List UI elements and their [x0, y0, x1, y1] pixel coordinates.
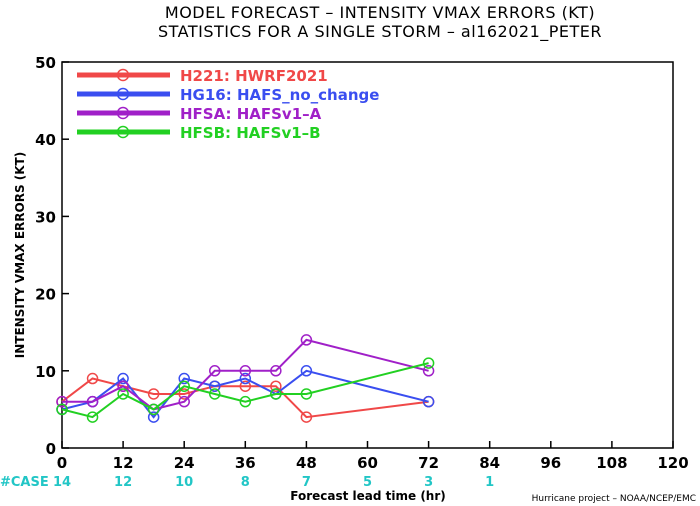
series-line [61, 369, 429, 419]
x-axis: 0 12 24 36 48 60 72 84 96 108 120 [57, 441, 689, 472]
case-count: 10 [175, 475, 193, 490]
data-point [117, 388, 129, 400]
x-tick-label: 120 [657, 454, 688, 472]
x-tick-label: 0 [57, 454, 67, 472]
data-point [147, 403, 160, 416]
data-point [178, 395, 190, 408]
data-point [239, 380, 252, 392]
y-axis: 0 10 20 30 40 50 [35, 54, 69, 458]
y-tick-label: 40 [35, 131, 56, 149]
x-tick-label: 84 [479, 454, 500, 472]
x-tick-label: 12 [113, 454, 134, 472]
x-tick-label: 36 [235, 454, 256, 472]
y-tick-label: 10 [35, 363, 56, 381]
series-layer [56, 334, 435, 423]
legend-marker [116, 68, 130, 82]
data-point [178, 380, 190, 392]
x-tick-label: 72 [418, 454, 439, 472]
x-tick-label: 108 [596, 454, 627, 472]
data-point [147, 411, 160, 423]
y-tick-label: 50 [35, 54, 56, 72]
data-point [178, 388, 190, 400]
data-point [56, 395, 68, 408]
legend-marker [116, 87, 130, 101]
data-point [422, 357, 435, 369]
data-point [270, 365, 282, 377]
data-point [117, 372, 129, 385]
data-point [300, 365, 313, 377]
case-count: 8 [241, 475, 250, 490]
case-count: 7 [302, 475, 311, 490]
chart-title: MODEL FORECAST – INTENSITY VMAX ERRORS (… [165, 3, 595, 22]
data-point [270, 388, 282, 400]
series-line [61, 362, 429, 419]
data-point [300, 388, 313, 400]
data-point [86, 395, 99, 408]
case-count-row: #CASE 14 12 10 8 7 5 3 1 [0, 475, 494, 490]
data-point [239, 365, 252, 377]
data-point [422, 365, 435, 377]
data-point [86, 372, 99, 385]
series-line [62, 338, 429, 411]
data-point [209, 388, 221, 400]
x-tick-label: 96 [540, 454, 561, 472]
data-point [178, 372, 190, 385]
y-axis-label: INTENSITY VMAX ERRORS (KT) [13, 152, 27, 358]
data-point [209, 380, 221, 392]
data-point [147, 388, 160, 400]
y-tick-label: 0 [46, 440, 56, 458]
x-tick-label: 60 [357, 454, 378, 472]
case-count: 14 [53, 475, 71, 490]
legend-label: HG16: HAFS_no_change [180, 86, 379, 104]
case-count: 3 [424, 475, 433, 490]
data-point [422, 395, 435, 408]
data-point [239, 395, 252, 408]
data-point [239, 372, 252, 385]
legend-marker [116, 106, 130, 120]
y-tick-label: 30 [35, 208, 56, 226]
case-count: 12 [114, 475, 132, 490]
data-point [86, 411, 99, 423]
chart-subtitle: STATISTICS FOR A SINGLE STORM – al162021… [158, 22, 602, 42]
y-tick-label: 20 [35, 286, 56, 304]
case-count-label: #CASE [0, 475, 49, 490]
legend-label: H221: HWRF2021 [180, 67, 328, 85]
plot-frame [61, 61, 674, 449]
data-point [270, 380, 282, 392]
legend-label: HFSB: HAFSv1–B [180, 124, 321, 142]
legend-label: HFSA: HAFSv1–A [180, 105, 322, 123]
legend-marker [116, 125, 130, 139]
data-point [300, 334, 313, 346]
credit-text: Hurricane project – NOAA/NCEP/EMC [532, 494, 696, 504]
x-axis-label: Forecast lead time (hr) [290, 489, 446, 503]
case-count: 5 [363, 475, 372, 490]
case-count: 1 [485, 475, 494, 490]
x-tick-label: 48 [296, 454, 317, 472]
data-point [117, 380, 129, 392]
data-point [209, 365, 221, 377]
x-tick-label: 24 [174, 454, 195, 472]
data-point [56, 403, 68, 416]
data-point [300, 411, 313, 423]
